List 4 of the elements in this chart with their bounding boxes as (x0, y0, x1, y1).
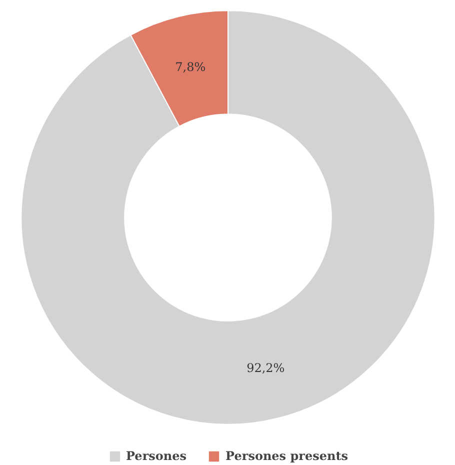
data-label: 7,8% (175, 60, 206, 74)
legend-label: Persones presents (226, 449, 348, 463)
data-label: 92,2% (246, 360, 285, 375)
legend-label: Persones (126, 449, 187, 463)
